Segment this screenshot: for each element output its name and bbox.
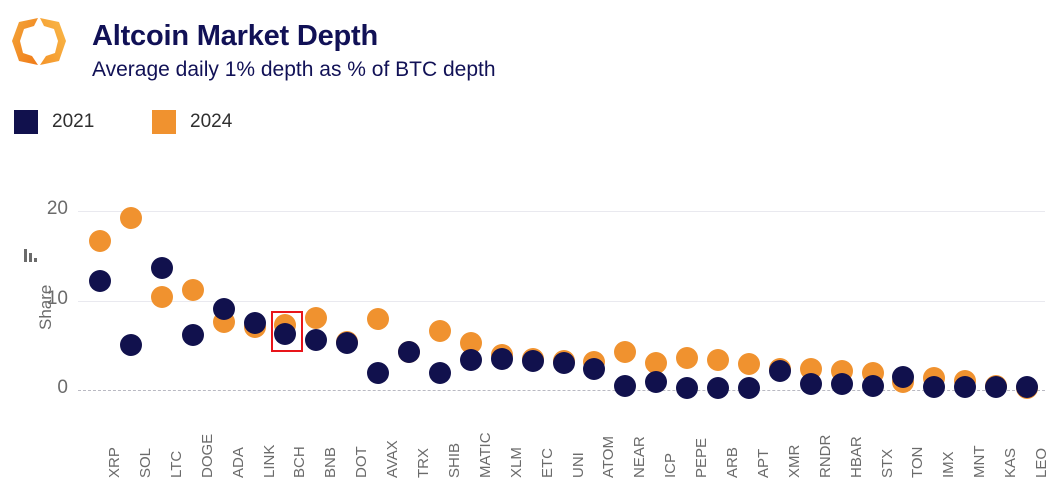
data-point[interactable] bbox=[645, 370, 668, 393]
data-point[interactable] bbox=[768, 360, 791, 383]
data-point[interactable] bbox=[521, 350, 544, 373]
data-point[interactable] bbox=[583, 357, 606, 380]
x-axis-tick-label: ETC bbox=[538, 448, 556, 478]
data-point[interactable] bbox=[737, 353, 760, 376]
chart-header: Altcoin Market Depth Average daily 1% de… bbox=[0, 0, 1052, 100]
data-point[interactable] bbox=[707, 349, 729, 372]
x-axis-tick-label: ATOM bbox=[600, 436, 618, 478]
data-point[interactable] bbox=[243, 311, 266, 334]
x-axis-tick-label: MATIC bbox=[476, 432, 494, 478]
data-point[interactable] bbox=[212, 298, 235, 321]
x-axis-tick-label: XLM bbox=[507, 447, 525, 478]
gridline bbox=[78, 211, 1045, 212]
data-point[interactable] bbox=[923, 376, 946, 399]
hexagon-split-logo-icon bbox=[8, 14, 70, 70]
legend-swatch-2024 bbox=[152, 110, 176, 134]
data-point[interactable] bbox=[89, 230, 111, 253]
x-axis-tick-label: HBAR bbox=[847, 436, 865, 478]
data-point[interactable] bbox=[799, 372, 822, 395]
gridline bbox=[78, 300, 1045, 302]
x-axis-tick-label: SOL bbox=[136, 447, 154, 478]
x-axis-tick-label: BCH bbox=[291, 446, 309, 478]
data-point[interactable] bbox=[645, 352, 668, 375]
data-point[interactable] bbox=[676, 346, 699, 369]
x-axis-tick-label: ARB bbox=[724, 447, 741, 478]
x-axis-tick-label: UNI bbox=[569, 452, 587, 478]
y-axis-tick-label: 10 bbox=[46, 287, 68, 309]
data-point[interactable] bbox=[614, 374, 637, 397]
legend-swatch-2021 bbox=[14, 110, 38, 134]
data-point[interactable] bbox=[89, 269, 111, 292]
x-axis-tick-label: IMX bbox=[940, 451, 958, 478]
x-axis-tick-label: LTC bbox=[167, 450, 185, 478]
data-point[interactable] bbox=[459, 331, 482, 354]
x-axis-tick-label: BNB bbox=[322, 447, 340, 478]
data-point[interactable] bbox=[830, 372, 853, 395]
data-point[interactable] bbox=[119, 334, 142, 357]
x-axis-tick-label: APT bbox=[754, 448, 772, 478]
y-axis-tick-label: 0 bbox=[57, 377, 68, 398]
x-axis-tick-label: XMR bbox=[785, 444, 803, 478]
x-axis-tick-label: MNT bbox=[971, 445, 989, 479]
x-axis-tick-label: NEAR bbox=[631, 436, 649, 478]
legend-label-2021: 2021 bbox=[52, 111, 95, 132]
data-point[interactable] bbox=[892, 366, 915, 389]
data-point[interactable] bbox=[676, 377, 699, 400]
data-point[interactable] bbox=[305, 307, 328, 330]
legend-item-2024[interactable]: 2024 bbox=[152, 110, 232, 134]
x-axis-tick-label: SHIB bbox=[445, 442, 463, 478]
data-point[interactable] bbox=[737, 377, 760, 400]
page-subtitle: Average daily 1% depth as % of BTC depth bbox=[92, 58, 496, 81]
page-title: Altcoin Market Depth bbox=[92, 20, 379, 52]
x-axis-tick-label: PEPE bbox=[693, 437, 711, 478]
data-point[interactable] bbox=[490, 347, 513, 370]
data-point[interactable] bbox=[336, 331, 359, 354]
data-point[interactable] bbox=[305, 328, 328, 351]
highlight-rectangle-bch bbox=[271, 310, 304, 352]
data-point[interactable] bbox=[459, 349, 482, 372]
data-point[interactable] bbox=[985, 376, 1008, 399]
data-point[interactable] bbox=[119, 207, 142, 230]
data-point[interactable] bbox=[274, 322, 297, 345]
data-point[interactable] bbox=[398, 341, 420, 364]
legend-label-2024: 2024 bbox=[190, 111, 233, 132]
data-point[interactable] bbox=[1016, 376, 1038, 399]
x-axis-tick-label: DOT bbox=[353, 446, 371, 478]
x-axis-tick-label: TRX bbox=[415, 448, 432, 478]
x-axis-tick-label: LINK bbox=[260, 444, 278, 478]
data-point[interactable] bbox=[367, 361, 390, 384]
data-point[interactable] bbox=[150, 257, 173, 280]
bar-chart-icon bbox=[23, 247, 41, 265]
data-point[interactable] bbox=[181, 278, 204, 301]
data-point[interactable] bbox=[614, 341, 637, 364]
x-axis-tick-label: RNDR bbox=[816, 434, 834, 478]
data-point[interactable] bbox=[428, 319, 451, 342]
x-axis-tick-label: ICP bbox=[662, 452, 680, 478]
y-axis-tick-label: 20 bbox=[46, 198, 68, 219]
data-point[interactable] bbox=[150, 285, 173, 308]
data-point[interactable] bbox=[707, 377, 729, 400]
x-axis-tick-label: TON bbox=[909, 446, 927, 478]
legend-item-2021[interactable]: 2021 bbox=[14, 110, 94, 134]
x-axis-tick-label: XRP bbox=[106, 447, 123, 478]
x-axis-tick-label: STX bbox=[878, 448, 896, 478]
x-axis-tick-label: LEO bbox=[1033, 447, 1050, 478]
data-point[interactable] bbox=[181, 324, 204, 347]
x-axis-tick-label: DOGE bbox=[198, 433, 216, 478]
data-point[interactable] bbox=[954, 376, 977, 399]
gridline bbox=[78, 390, 1045, 391]
data-point[interactable] bbox=[428, 361, 451, 384]
data-point[interactable] bbox=[552, 352, 575, 375]
data-point[interactable] bbox=[367, 308, 390, 331]
x-axis-tick-label: KAS bbox=[1002, 447, 1020, 478]
x-axis-tick-label: ADA bbox=[229, 447, 247, 478]
x-axis-tick-label: AVAX bbox=[384, 440, 402, 478]
data-point[interactable] bbox=[861, 374, 884, 397]
